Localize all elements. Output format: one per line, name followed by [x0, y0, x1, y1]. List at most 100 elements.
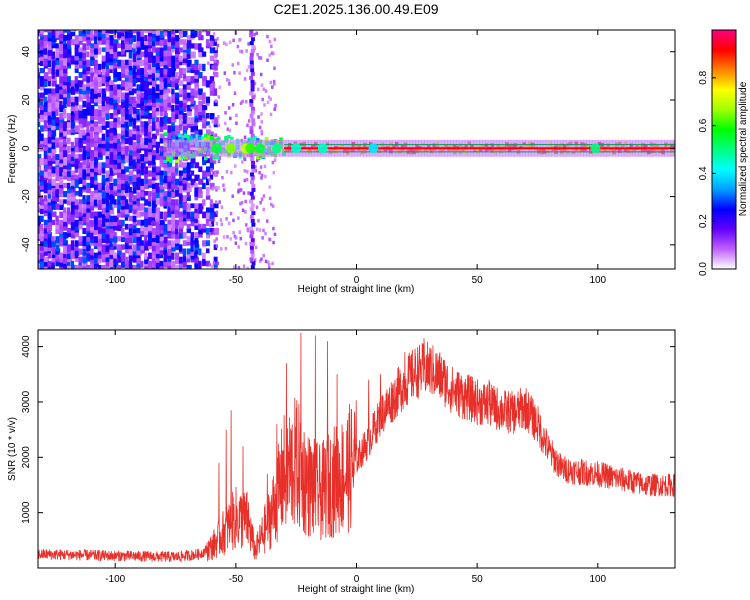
heatmap-cell: [113, 162, 118, 170]
heatmap-cell: [101, 195, 106, 203]
heatmap-cell: [202, 199, 206, 206]
heatmap-cell: [124, 76, 130, 82]
heatmap-cell: [167, 178, 172, 187]
heatmap-cell: [39, 260, 44, 269]
heatmap-cell: [70, 96, 76, 103]
heatmap-cell: [190, 88, 196, 96]
heatmap-cell: [144, 191, 149, 196]
heatmap-cell: [155, 182, 160, 190]
heatmap-cell: [90, 92, 95, 99]
heatmap-cell: [163, 100, 168, 107]
heatmap-cell: [270, 202, 273, 207]
heatmap-cell: [144, 166, 149, 174]
heatmap-cell: [43, 51, 48, 59]
heatmap-cell: [47, 125, 52, 131]
heatmap-cell: [105, 67, 110, 74]
heatmap-cell: [63, 100, 67, 109]
heatmap-cell: [171, 166, 177, 173]
heatmap-cell: [55, 203, 60, 210]
heatmap-cell: [109, 170, 115, 176]
heatmap-cell: [148, 76, 153, 82]
heatmap-cell: [28, 216, 33, 221]
heatmap-cell: [171, 59, 177, 65]
heatmap-cell: [47, 39, 52, 46]
heatmap-cell: [202, 227, 207, 233]
heatmap-cell: [194, 264, 199, 269]
heatmap-cell: [132, 55, 137, 62]
heatmap-cell: [167, 166, 172, 174]
heatmap-cell: [109, 129, 114, 137]
heatmap-cell: [148, 92, 153, 100]
heatmap-cell: [144, 88, 149, 94]
heatmap-cell: [186, 59, 192, 67]
heatmap-cell: [66, 92, 71, 98]
heatmap-cell: [171, 92, 176, 99]
heatmap-cell: [121, 117, 125, 125]
heatmap-cell: [90, 133, 94, 140]
heatmap-cell: [167, 39, 172, 47]
heatmap-cell: [209, 162, 214, 170]
heatmap-cell: [249, 41, 254, 46]
heatmap-cell: [90, 96, 96, 104]
heatmap-cell: [109, 125, 114, 133]
heatmap-cell: [59, 145, 65, 152]
heatmap-cell: [43, 203, 48, 211]
heatmap-cell: [148, 182, 153, 188]
heatmap-cell: [121, 236, 126, 243]
heatmap-cell: [32, 43, 36, 49]
heatmap-cell: [151, 39, 156, 47]
heatmap-cell: [268, 39, 272, 44]
heatmap-cell: [136, 88, 142, 95]
heatmap-cell: [117, 203, 123, 210]
heatmap-cell: [190, 178, 196, 186]
heatmap-cell: [105, 219, 111, 226]
heatmap-cell: [155, 72, 160, 78]
heatmap-cell: [136, 191, 142, 199]
heatmap-cell: [148, 133, 152, 139]
heatmap-cell: [140, 244, 146, 251]
heatmap-cell: [121, 207, 125, 214]
heatmap-cell: [155, 252, 160, 259]
heatmap-cell: [182, 232, 187, 239]
heatmap-cell: [124, 113, 130, 120]
heatmap-cell: [167, 67, 172, 76]
heatmap-cell: [205, 240, 210, 247]
heatmap-cell: [155, 59, 162, 67]
heatmap-cell: [97, 162, 103, 170]
heatmap-cell: [39, 67, 46, 74]
heatmap-cell: [178, 162, 184, 168]
heatmap-cell: [63, 158, 69, 166]
heatmap-cell: [194, 43, 199, 50]
heatmap-cell: [113, 260, 119, 268]
heatmap-cell: [240, 50, 244, 54]
heatmap-cell: [121, 203, 126, 210]
heatmap-cell: [175, 55, 179, 63]
heatmap-cell: [159, 174, 164, 182]
heatmap-cell: [175, 47, 181, 55]
heatmap-cell: [28, 76, 33, 81]
heatmap-cell: [113, 252, 119, 259]
heatmap-cell: [38, 219, 41, 227]
heatmap-cell: [194, 84, 200, 91]
heatmap-cell: [163, 43, 169, 51]
heatmap-cell: [59, 141, 64, 147]
heatmap-cell: [32, 244, 37, 249]
heatmap-cell: [148, 141, 153, 150]
heatmap-cell: [194, 59, 199, 65]
heatmap-cell: [124, 129, 130, 137]
heatmap-cell: [51, 104, 57, 112]
heatmap-cell: [148, 137, 154, 143]
heatmap-cell: [132, 51, 137, 57]
heatmap-cell: [47, 264, 52, 269]
heatmap-cell: [32, 171, 36, 176]
heatmap-cell: [148, 51, 154, 57]
heatmap-cell: [90, 137, 96, 144]
heatmap-cell: [66, 59, 71, 67]
heatmap-cell: [190, 248, 195, 256]
heatmap-cell: [82, 145, 86, 151]
heatmap-cell: [66, 252, 71, 260]
heatmap-cell: [249, 234, 254, 239]
heatmap-cell: [144, 76, 149, 82]
heatmap-cell: [113, 178, 119, 187]
heatmap-cell: [82, 43, 87, 51]
